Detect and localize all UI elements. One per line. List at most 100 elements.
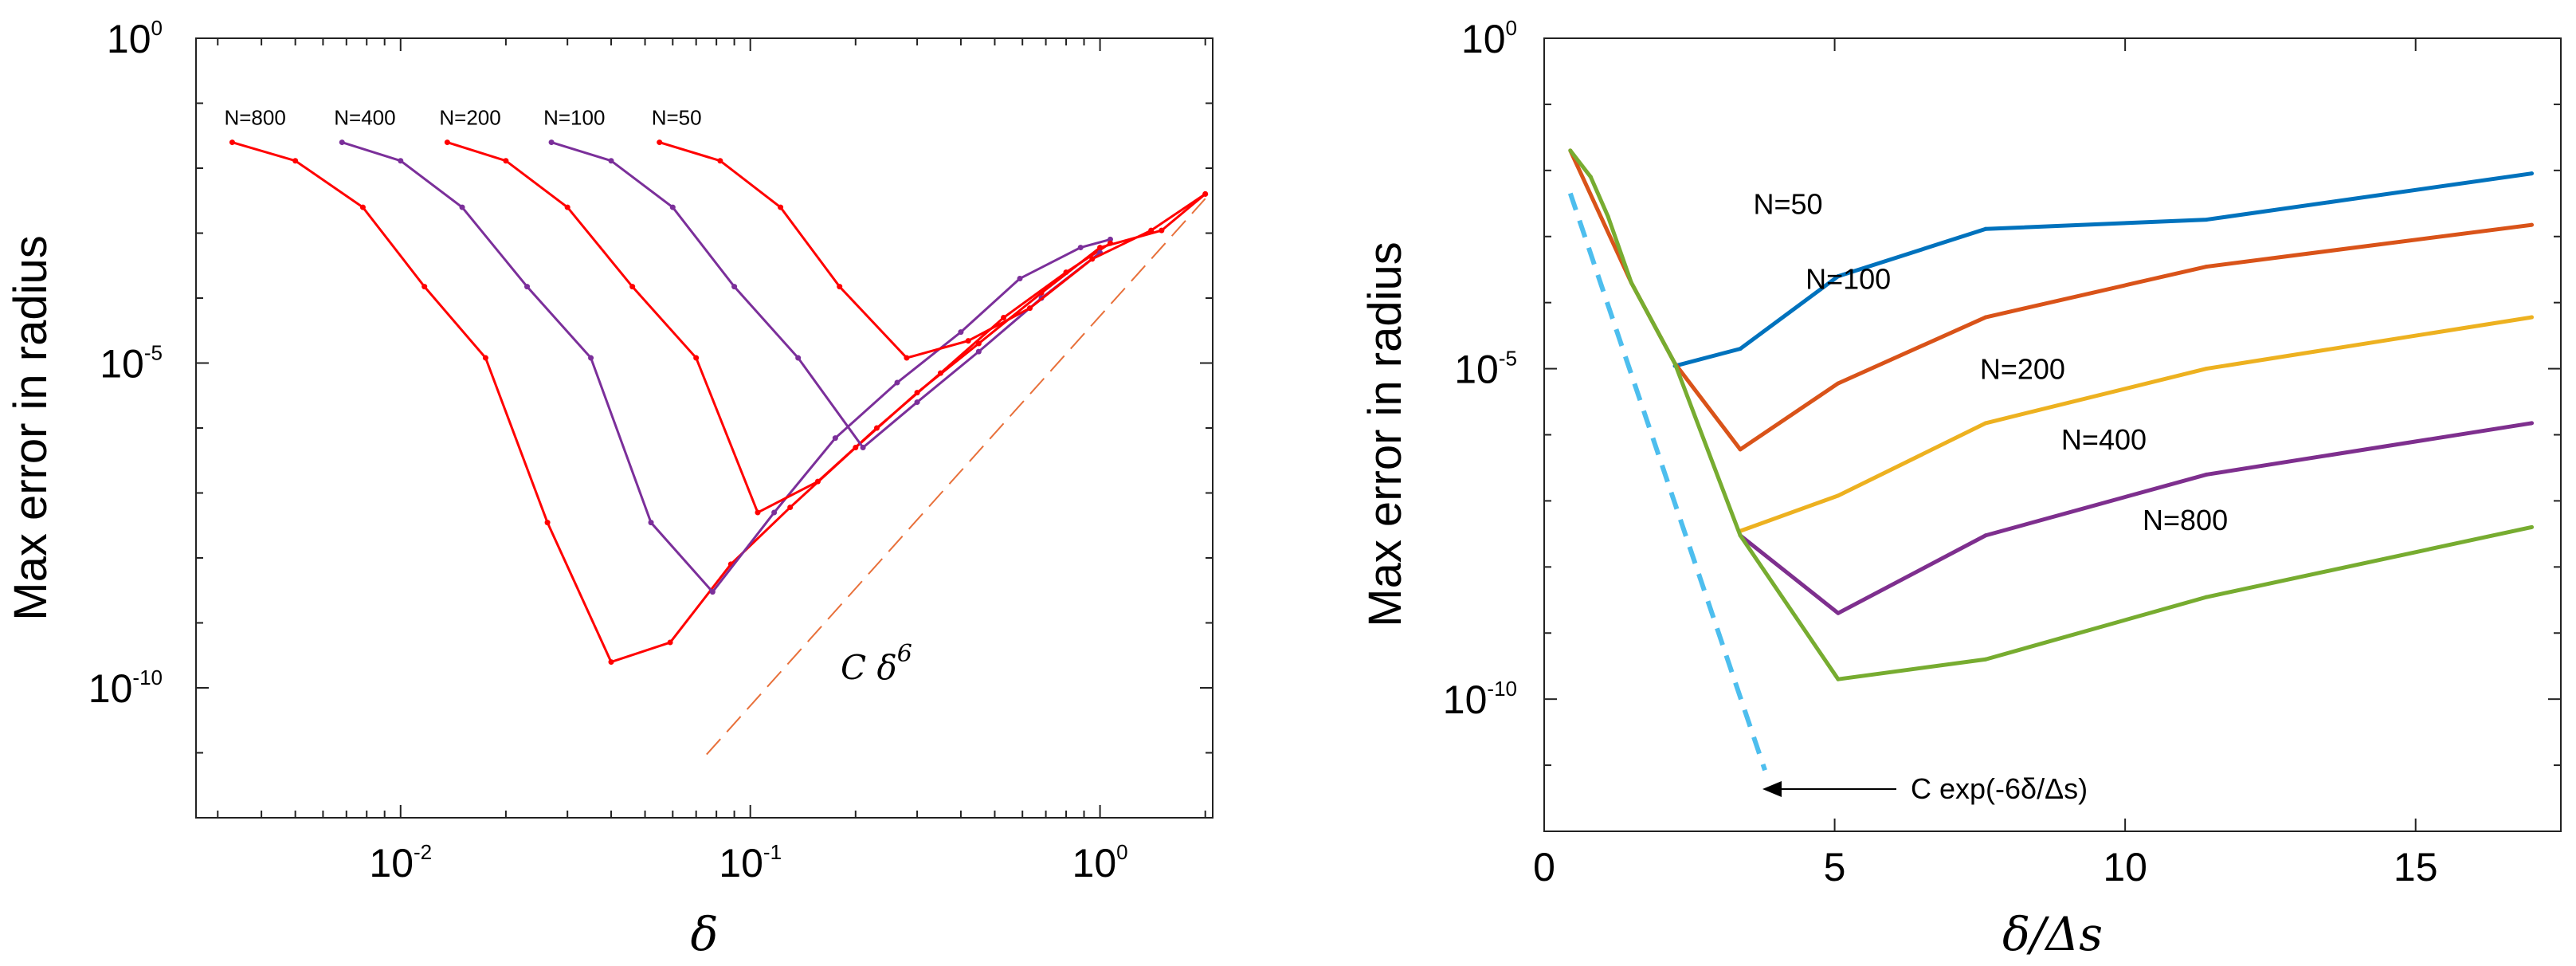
right-data-point (1588, 175, 1593, 179)
left-x-tick-label: 100 (1072, 840, 1128, 886)
left-ref-label-main: C δ (841, 648, 897, 687)
left-data-point (731, 284, 738, 290)
left-x-tick-label-exp: -2 (414, 840, 432, 864)
left-y-tick-label: 10-10 (88, 666, 163, 711)
right-data-point (1836, 493, 1841, 498)
right-y-tick-label-base: 10 (1461, 17, 1506, 61)
left-data-point (482, 355, 488, 361)
right-data-point (1568, 148, 1573, 153)
right-series-labels: N=50 N=100 N=200 N=400 N=800 (1753, 187, 2228, 536)
right-x-tick-label: 15 (2394, 845, 2438, 889)
left-x-tick-label-base: 10 (369, 841, 414, 886)
left-series-n-800 (229, 139, 1209, 666)
right-data-point (1983, 421, 1988, 426)
left-y-tick-label-base: 10 (100, 342, 144, 387)
left-series-line-n-200 (446, 141, 1112, 515)
right-series-n-200 (1738, 315, 2535, 533)
left-reference-line (706, 198, 1206, 756)
right-y-tick-label: 100 (1461, 16, 1517, 61)
left-data-point (1063, 269, 1069, 276)
left-data-point (832, 435, 838, 442)
left-data-point (669, 204, 676, 210)
left-data-point (1077, 245, 1084, 251)
left-x-tick-label-exp: -1 (763, 840, 782, 864)
left-data-point (693, 355, 700, 361)
left-x-tick-label: 10-2 (369, 840, 432, 886)
left-data-point (608, 659, 614, 666)
right-data-point (1836, 381, 1841, 386)
left-data-point (717, 158, 723, 164)
left-data-point (904, 355, 910, 361)
left-data-point (229, 139, 235, 146)
right-data-point (2204, 595, 2209, 599)
left-x-tick-label-exp: 0 (1116, 840, 1127, 864)
right-data-point (1836, 274, 1841, 279)
right-data-point (1983, 315, 1988, 320)
right-ticks (1543, 37, 2561, 832)
right-series-label-n-100: N=100 (1806, 263, 1891, 296)
left-data-point (958, 329, 964, 336)
right-data-point (1738, 447, 1743, 452)
right-series-n-50 (1672, 171, 2535, 368)
right-data-point (1738, 347, 1743, 351)
left-data-point (937, 370, 943, 376)
left-reference-c-delta6-line (706, 198, 1206, 756)
left-data-point (795, 355, 802, 361)
left-series-n-200 (444, 139, 1113, 516)
right-series-n-800 (1568, 148, 2535, 681)
left-data-point (894, 379, 900, 386)
right-y-tick-label-exp: -5 (1499, 347, 1517, 371)
right-data-point (2204, 367, 2209, 371)
right-y-tick-label-exp: 0 (1506, 16, 1517, 40)
right-data-point (2530, 524, 2535, 529)
left-data-point (564, 204, 570, 210)
right-x-axis-label: δ/Δs (2002, 907, 2103, 961)
right-series-label-n-50: N=50 (1753, 187, 1822, 220)
left-series-label-n-200: N=200 (439, 106, 500, 130)
right-x-tick-label: 0 (1533, 845, 1555, 889)
left-data-point (1148, 227, 1155, 234)
left-data-point (339, 139, 345, 146)
left-data-point (608, 158, 614, 164)
right-x-tick-labels: 0 5 10 15 (1533, 845, 2437, 889)
left-data-point (1107, 240, 1113, 246)
right-data-point (1629, 281, 1633, 285)
left-x-tick-label-base: 10 (719, 841, 763, 886)
right-data-point (2204, 265, 2209, 269)
left-data-point (1001, 315, 1007, 321)
left-series (229, 139, 1209, 666)
left-series-line-n-50 (659, 141, 1206, 359)
left-data-point (444, 139, 450, 146)
left-series-label-n-100: N=100 (543, 106, 605, 130)
right-data-point (1836, 611, 1841, 615)
left-data-point (778, 204, 784, 210)
left-data-point (398, 158, 404, 164)
left-series-n-100 (548, 139, 1104, 451)
left-data-point (1027, 305, 1033, 312)
right-data-point (2204, 218, 2209, 222)
annotation-arrowhead (1762, 781, 1782, 797)
left-data-point (667, 639, 673, 646)
right-y-axis-label: Max error in radius (1359, 242, 1411, 626)
right-data-point (2530, 421, 2535, 426)
left-series-n-50 (657, 139, 1209, 361)
left-x-tick-labels: 10-2 10-1 100 (369, 840, 1127, 886)
left-data-point (755, 509, 761, 516)
left-data-point (459, 204, 465, 210)
left-data-point (975, 348, 982, 355)
left-data-point (648, 520, 654, 526)
left-y-tick-label-base: 10 (88, 666, 133, 711)
left-data-point (709, 589, 716, 595)
right-series-label-n-200: N=200 (1980, 352, 2065, 385)
left-data-point (787, 505, 794, 511)
right-data-point (1738, 533, 1743, 538)
right-data-point (2204, 472, 2209, 477)
left-data-point (421, 284, 428, 290)
left-data-point (503, 158, 509, 164)
left-series-line-n-100 (551, 141, 1101, 450)
right-y-tick-label-base: 10 (1454, 348, 1499, 392)
